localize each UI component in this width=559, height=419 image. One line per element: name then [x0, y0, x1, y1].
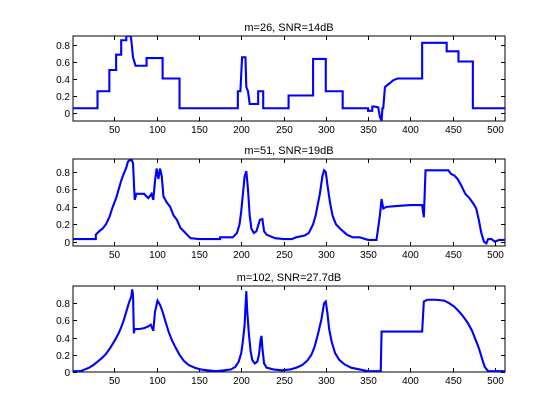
x-tick-label: 50 — [109, 376, 121, 387]
x-tick-label: 300 — [318, 125, 335, 136]
y-tick-label: 0.8 — [56, 299, 70, 310]
x-tick-label: 50 — [109, 125, 121, 136]
y-tick-label: 0.6 — [56, 58, 70, 69]
x-tick-label: 350 — [360, 376, 377, 387]
subplot-title: m=26, SNR=14dB — [244, 22, 333, 34]
y-tick-label: 0.6 — [56, 316, 70, 327]
x-tick-label: 150 — [191, 250, 208, 261]
x-tick-label: 500 — [487, 250, 504, 261]
subplot-title: m=102, SNR=27.7dB — [237, 272, 342, 284]
series-line — [73, 159, 505, 246]
x-tick-label: 150 — [191, 376, 208, 387]
y-tick-label: 0.6 — [56, 185, 70, 196]
y-tick-label: 0 — [64, 238, 70, 249]
x-tick-label: 500 — [487, 125, 504, 136]
y-tick-label: 0 — [64, 368, 70, 379]
x-tick-label: 250 — [276, 250, 293, 261]
x-tick-label: 400 — [402, 125, 419, 136]
y-tick-label: 0.2 — [56, 92, 70, 103]
x-tick-label: 50 — [109, 250, 121, 261]
x-tick-label: 200 — [233, 125, 250, 136]
x-tick-label: 300 — [318, 376, 335, 387]
axes-frame — [72, 158, 506, 247]
x-tick-label: 100 — [149, 376, 166, 387]
x-tick-label: 250 — [276, 125, 293, 136]
y-tick-label: 0.4 — [56, 203, 70, 214]
x-tick-label: 200 — [233, 376, 250, 387]
x-tick-label: 500 — [487, 376, 504, 387]
x-tick-label: 400 — [402, 250, 419, 261]
x-tick-label: 300 — [318, 250, 335, 261]
y-tick-label: 0.4 — [56, 75, 70, 86]
y-tick-label: 0.8 — [56, 41, 70, 52]
x-tick-label: 100 — [149, 125, 166, 136]
y-tick-label: 0.2 — [56, 220, 70, 231]
series-line — [73, 36, 505, 121]
subplot-3: m=102, SNR=27.7dB 50 100 150 200 250 300 350 400… — [56, 272, 506, 387]
series-line — [73, 289, 505, 372]
y-tick-label: 0.8 — [56, 168, 70, 179]
x-tick-label: 450 — [445, 125, 462, 136]
x-tick-label: 350 — [360, 250, 377, 261]
x-tick-label: 250 — [276, 376, 293, 387]
y-tick-label: 0 — [64, 109, 70, 120]
x-tick-label: 100 — [149, 250, 166, 261]
y-tick-label: 0.2 — [56, 351, 70, 362]
subplot-title: m=51, SNR=19dB — [244, 145, 333, 157]
x-tick-label: 400 — [402, 376, 419, 387]
subplot-2: m=51, SNR=19dB 50 100 150 200 250 300 350 400 450… — [56, 145, 506, 261]
x-tick-label: 450 — [445, 250, 462, 261]
x-tick-label: 150 — [191, 125, 208, 136]
subplot-1: m=26, SNR=14dB 50 100 150 200 250 300 350 400 450… — [56, 22, 506, 136]
x-tick-label: 450 — [445, 376, 462, 387]
x-tick-label: 350 — [360, 125, 377, 136]
y-tick-label: 0.4 — [56, 334, 70, 345]
x-tick-label: 200 — [233, 250, 250, 261]
